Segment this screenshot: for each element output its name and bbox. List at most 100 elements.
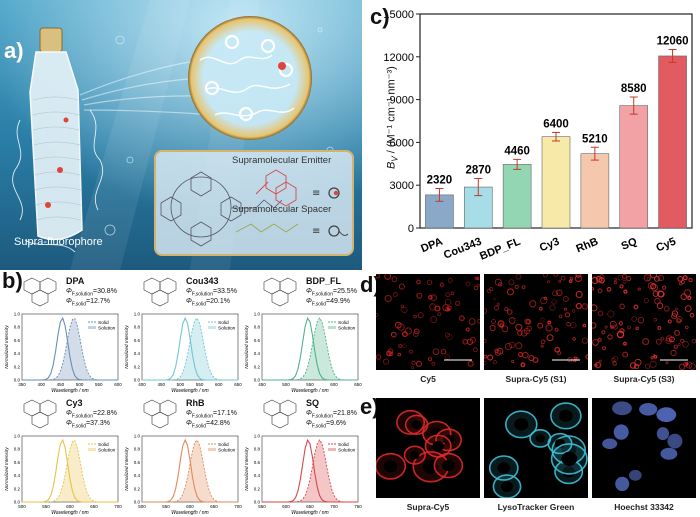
solution-curve — [22, 438, 118, 503]
bar-cy3 — [541, 136, 571, 229]
caption-supra-cy5-s3: Supra-Cy5 (S3) — [613, 374, 675, 384]
y-axis-label: Normalized Intensity — [244, 325, 250, 369]
legend-solution-swatch — [328, 326, 336, 329]
emitter-ring-icon — [328, 187, 340, 199]
x-axis-label: Wavelength / nm — [51, 510, 88, 516]
y-tick-label: 0.2 — [134, 364, 141, 369]
y-tick-label: 0.6 — [134, 460, 141, 465]
panel-c-bar-chart: c) 0 3000 6000 9000 12000 15000 2320 DPA 2870 Co… — [362, 0, 700, 270]
legend-solution-label: Solution — [218, 326, 236, 332]
panel-b-spectra-grid: b) 350 400 450 500 550 600 0.0 0.2 0.4 0.6 0.8 1.0 W… — [0, 268, 362, 517]
caption-cy5: Cy5 — [420, 374, 436, 384]
solution-area — [22, 318, 118, 380]
x-tick-label: 700 — [114, 504, 122, 509]
x-tick-label: 700 — [234, 504, 242, 509]
category-label: Cy5 — [654, 236, 677, 255]
panel-letter-b: b) — [2, 268, 23, 293]
x-tick-label: 600 — [114, 382, 122, 387]
bar-cy5 — [658, 55, 687, 229]
value-label: 12060 — [657, 36, 689, 48]
y-tick-label: 0.2 — [254, 364, 261, 369]
dye-name: DPA — [66, 276, 85, 286]
image-supra-cy5-colocalization — [376, 398, 480, 498]
dye-name: Cou343 — [186, 276, 219, 286]
x-tick-label: 550 — [306, 382, 314, 387]
value-label: 4460 — [504, 145, 530, 157]
solution-area — [22, 440, 118, 502]
x-tick-label: 500 — [76, 382, 84, 387]
value-label: 2320 — [427, 174, 453, 186]
supra-fluorophore-label: Supra-fluorophore — [14, 236, 103, 248]
molecule-structure-icon — [23, 399, 57, 429]
x-axis-label: Wavelength / nm — [291, 510, 328, 516]
y-tick-label: 0.8 — [254, 447, 261, 452]
x-tick-label: 500 — [18, 504, 26, 509]
y-tick-label: 0.8 — [134, 447, 141, 452]
y-tick-label: 0.0 — [134, 378, 141, 383]
legend-solution-label: Solution — [218, 448, 236, 454]
molecule-structure-icon — [143, 277, 177, 307]
y-tick-label: 0.0 — [254, 500, 261, 505]
bar-bdp_fl — [502, 164, 532, 229]
y-tick-label: 0.4 — [14, 351, 21, 356]
legend-solution-swatch — [88, 448, 96, 451]
legend-spacer-label: Supramolecular Spacer — [232, 204, 332, 215]
y-tick-label: 0.4 — [254, 473, 261, 478]
panel-letter-e: e) — [360, 394, 380, 419]
solution-curve — [22, 316, 118, 381]
category-label: RhB — [575, 236, 601, 256]
x-axis-label: Wavelength / nm — [171, 388, 208, 394]
dye-name: BDP_FL — [306, 276, 342, 286]
legend-solution-swatch — [88, 326, 96, 329]
x-tick-label: 450 — [157, 382, 165, 387]
x-tick-label: 400 — [37, 382, 45, 387]
legend-solution-label: Solution — [338, 326, 356, 332]
caption-supra-cy5-s1: Supra-Cy5 (S1) — [505, 374, 567, 384]
y-tick-label: 0.8 — [14, 325, 21, 330]
magnified-bubble — [188, 16, 312, 140]
molecule-structure-icon — [263, 277, 297, 307]
y-tick-label: 0.6 — [14, 338, 21, 343]
panel-a-illustration: a) ≡ ≡ Supr — [0, 0, 362, 270]
quantum-yield-values: ΦF,solution=17.1% ΦF,solid=42.8% — [186, 410, 237, 430]
y-axis-label: Normalized Intensity — [4, 447, 10, 491]
equals-sign-emitter: ≡ — [312, 188, 320, 199]
solution-curve — [142, 438, 238, 503]
x-tick-label: 400 — [138, 382, 146, 387]
legend-solution-label: Solution — [98, 326, 116, 332]
y-tick-label: 0.6 — [134, 338, 141, 343]
y-tick-label: 0.6 — [254, 460, 261, 465]
y-axis-label: Normalized Intensity — [244, 447, 250, 491]
image-cy5 — [376, 274, 480, 370]
y-tick-label: 0.0 — [14, 500, 21, 505]
spectrum-frame — [141, 435, 239, 503]
value-label: 6400 — [543, 118, 569, 130]
category-label: Cou343 — [442, 236, 483, 262]
solution-area — [262, 440, 358, 502]
y-axis-label: Normalized Intensity — [4, 325, 10, 369]
y-tick-label: 0.6 — [14, 460, 21, 465]
y-tick-label: 1.0 — [14, 434, 21, 439]
bar-rhb — [580, 153, 610, 229]
x-tick-label: 550 — [162, 504, 170, 509]
legend-solid-label: Solid — [338, 442, 349, 448]
value-label: 5210 — [582, 133, 608, 145]
spectrum-frame — [21, 313, 119, 381]
y-tick-label: 0.0 — [134, 500, 141, 505]
x-tick-label: 550 — [258, 504, 266, 509]
value-label: 8580 — [621, 83, 647, 95]
y-tick-label: 3000 — [390, 180, 414, 192]
y-tick-label: 0.8 — [14, 447, 21, 452]
y-tick-label: 1.0 — [134, 434, 141, 439]
caption-supra-cy5: Supra-Cy5 — [406, 502, 450, 512]
x-tick-label: 450 — [57, 382, 65, 387]
x-tick-label: 500 — [282, 382, 290, 387]
quantum-yield-values: ΦF,solution=22.8% ΦF,solid=37.3% — [66, 410, 117, 430]
legend-solid-label: Solid — [338, 320, 349, 326]
legend-solid-label: Solid — [98, 320, 109, 326]
spectrum-cou343: 400 450 500 550 600 650 0.0 0.2 0.4 0.6 0.8 1.0 Wave… — [122, 272, 244, 396]
legend-solution-label: Solution — [98, 448, 116, 454]
molecule-structure-icon — [143, 399, 177, 429]
quantum-yield-values: ΦF,solution=25.5% ΦF,solid=49.9% — [306, 288, 357, 308]
panel-letter-d: d) — [360, 272, 381, 297]
